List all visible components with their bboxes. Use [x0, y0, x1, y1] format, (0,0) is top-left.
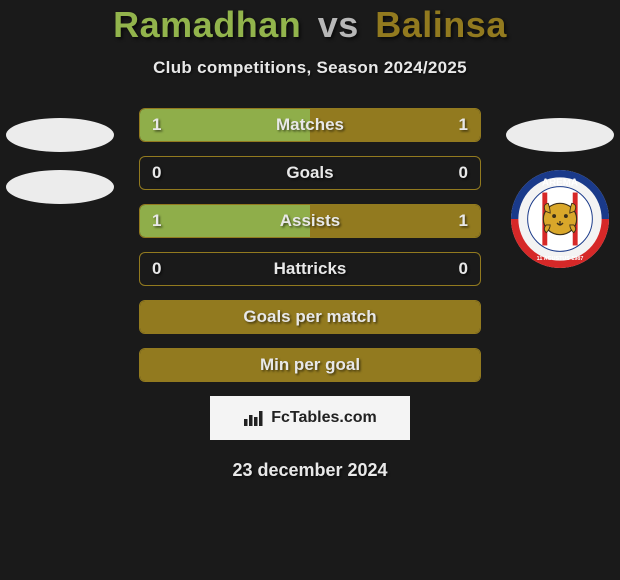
stat-bar: 1 Assists 1: [139, 204, 481, 238]
stat-value-right: 0: [459, 163, 468, 183]
stat-row-goals-per-match: Goals per match: [0, 300, 620, 334]
stat-value-right: 0: [459, 259, 468, 279]
title-vs: vs: [318, 4, 359, 45]
stat-row-min-per-goal: Min per goal: [0, 348, 620, 382]
stat-bar-solid: Goals per match: [139, 300, 481, 334]
stat-label: Goals: [286, 163, 333, 183]
stats-container: 1 Matches 1 0 Goals 0 1 Assists 1: [0, 108, 620, 382]
stat-value-right: 1: [459, 115, 468, 135]
stat-value-left: 1: [152, 115, 161, 135]
title-player1: Ramadhan: [113, 4, 301, 45]
stat-label: Assists: [280, 211, 340, 231]
chart-bars-icon: [243, 409, 265, 427]
stat-row-hattricks: 0 Hattricks 0: [0, 252, 620, 286]
subtitle: Club competitions, Season 2024/2025: [0, 58, 620, 78]
stat-value-right: 1: [459, 211, 468, 231]
comparison-card: Ramadhan vs Balinsa Club competitions, S…: [0, 0, 620, 580]
stat-value-left: 0: [152, 163, 161, 183]
stat-bar: 1 Matches 1: [139, 108, 481, 142]
stat-row-goals: 0 Goals 0: [0, 156, 620, 190]
stat-value-left: 1: [152, 211, 161, 231]
stat-label: Goals per match: [243, 307, 376, 327]
stat-label: Min per goal: [260, 355, 360, 375]
watermark-text: FcTables.com: [271, 409, 377, 427]
stat-bar: 0 Hattricks 0: [139, 252, 481, 286]
stat-row-matches: 1 Matches 1: [0, 108, 620, 142]
date-text: 23 december 2024: [0, 460, 620, 481]
stat-bar-solid: Min per goal: [139, 348, 481, 382]
stat-value-left: 0: [152, 259, 161, 279]
watermark: FcTables.com: [210, 396, 410, 440]
stat-label: Hattricks: [274, 259, 347, 279]
page-title: Ramadhan vs Balinsa: [0, 4, 620, 46]
stat-row-assists: 1 Assists 1: [0, 204, 620, 238]
stat-label: Matches: [276, 115, 344, 135]
stat-bar: 0 Goals 0: [139, 156, 481, 190]
title-player2: Balinsa: [375, 4, 507, 45]
